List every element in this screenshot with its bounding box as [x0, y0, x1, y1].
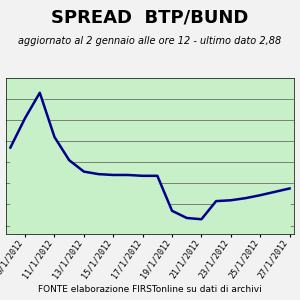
Text: SPREAD  BTP/BUND: SPREAD BTP/BUND — [51, 9, 249, 27]
Text: FONTE elaborazione FIRSTonline su dati di archivi: FONTE elaborazione FIRSTonline su dati d… — [38, 285, 262, 294]
Text: aggiornato al 2 gennaio alle ore 12 - ultimo dato 2,88: aggiornato al 2 gennaio alle ore 12 - ul… — [18, 36, 282, 46]
